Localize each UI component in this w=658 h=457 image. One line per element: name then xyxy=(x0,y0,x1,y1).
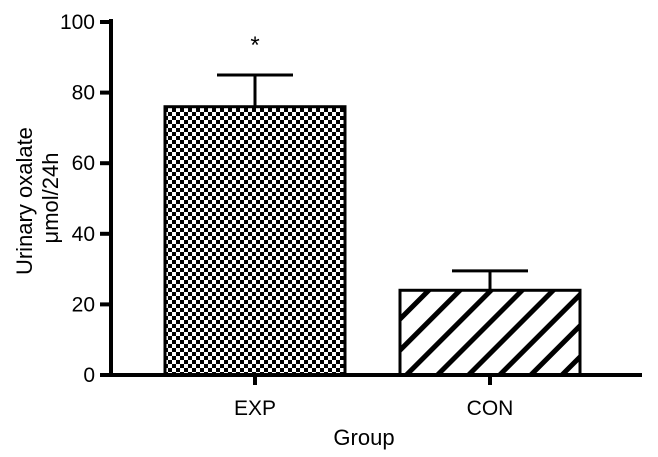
x-axis-title: Group xyxy=(333,425,394,450)
x-axis-ticks: EXP CON xyxy=(234,375,513,420)
y-tick-label: 0 xyxy=(83,364,95,387)
y-axis-title-line-2: μmol/24h xyxy=(38,153,63,244)
y-axis-ticks: 0 20 40 60 80 100 xyxy=(60,11,111,387)
y-axis-title-line-1: Urinary oxalate xyxy=(12,127,37,275)
x-tick-label-exp: EXP xyxy=(234,397,276,420)
y-tick-label: 60 xyxy=(72,152,95,175)
y-tick-label: 80 xyxy=(72,82,95,105)
x-tick-label-con: CON xyxy=(467,397,514,420)
y-tick-label: 40 xyxy=(72,223,95,246)
bar-con xyxy=(398,288,582,377)
y-tick-label: 100 xyxy=(60,11,95,34)
bar-exp xyxy=(163,105,347,377)
significance-marker: * xyxy=(250,32,259,59)
chart-marks: * xyxy=(163,32,582,377)
y-tick-label: 20 xyxy=(72,293,95,316)
y-axis-title: Urinary oxalate μmol/24h xyxy=(12,121,63,275)
